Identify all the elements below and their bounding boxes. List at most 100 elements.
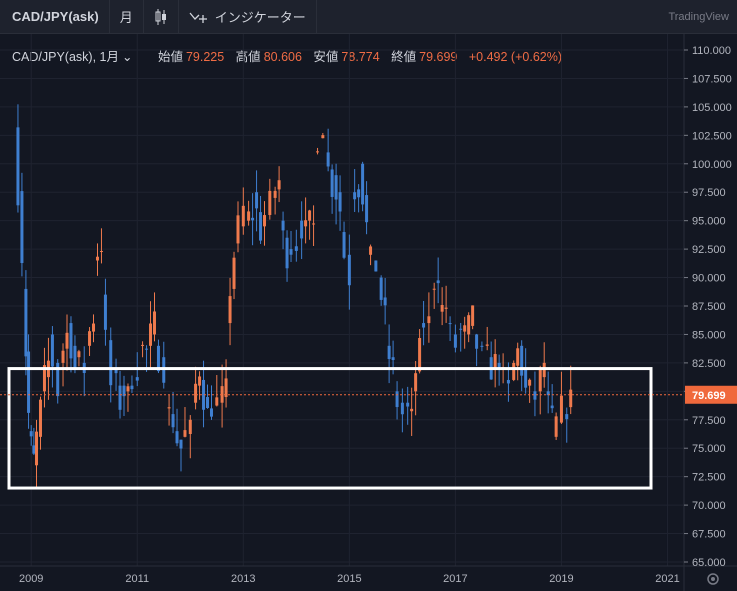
x-tick-label: 2017 — [443, 573, 467, 585]
settings-gear-icon[interactable] — [707, 573, 719, 585]
candle-body — [546, 391, 550, 396]
candle-body — [65, 332, 69, 349]
candle-body — [467, 315, 471, 335]
low-value: 78.774 — [341, 50, 380, 64]
candle-body — [27, 351, 31, 413]
candle-body — [46, 360, 50, 378]
candle-body — [135, 377, 139, 381]
interval-selector[interactable]: 月 — [110, 0, 144, 33]
candle-body — [277, 180, 281, 190]
symbol-selector[interactable]: CAD/JPY(ask) — [0, 0, 110, 33]
candle-body — [471, 305, 475, 326]
y-tick-label: 87.500 — [692, 301, 726, 313]
candle-body — [145, 348, 149, 350]
y-tick-label: 82.500 — [692, 358, 726, 370]
y-tick-label: 70.000 — [692, 500, 726, 512]
candle-body — [400, 402, 404, 415]
candle-body — [334, 175, 338, 200]
candle-body — [365, 195, 369, 223]
candle-body — [69, 323, 73, 359]
candle-body — [273, 190, 277, 198]
chart-grid — [0, 34, 684, 566]
candle-body — [281, 220, 285, 231]
candle-body — [453, 334, 457, 348]
candle-body — [436, 280, 440, 284]
candle-body — [35, 431, 39, 466]
y-tick-label: 92.500 — [692, 244, 726, 256]
candle-body — [448, 323, 452, 325]
candle-body — [387, 345, 391, 359]
legend-symbol[interactable]: CAD/JPY(ask), 1月 — [12, 50, 119, 64]
candle-body — [228, 296, 232, 324]
x-tick-label: 2015 — [337, 573, 361, 585]
candle-body — [92, 323, 96, 332]
close-value: 79.699 — [419, 50, 458, 64]
candle-body — [20, 191, 24, 264]
candle-body — [369, 246, 373, 255]
candle-body — [493, 354, 497, 369]
candle-body — [206, 397, 210, 408]
y-tick-label: 100.000 — [692, 159, 732, 171]
candle-body — [308, 210, 312, 221]
candle-body — [485, 344, 489, 346]
candle-body — [122, 385, 126, 397]
x-tick-label: 2009 — [19, 573, 43, 585]
candle-body — [506, 379, 510, 384]
highlight-box — [7, 367, 653, 490]
y-tick-label: 72.500 — [692, 472, 726, 484]
candle-body — [162, 357, 166, 383]
candle-body — [268, 190, 272, 215]
candle-body — [444, 307, 448, 309]
candle-body — [38, 399, 42, 437]
tradingview-brand: TradingView — [668, 10, 729, 23]
candle-body — [330, 169, 334, 197]
candle-body — [118, 385, 122, 410]
candle-body — [304, 220, 308, 227]
candle-body — [501, 367, 505, 369]
legend-chevron-icon[interactable]: ⌄ — [121, 50, 133, 64]
y-tick-label: 77.500 — [692, 415, 726, 427]
candle-body — [285, 237, 289, 269]
y-tick-label: 97.500 — [692, 187, 726, 199]
candle-body — [395, 391, 399, 408]
candle-body — [512, 362, 516, 380]
candle-body — [56, 362, 60, 397]
candle-body — [538, 368, 542, 392]
candle-body — [383, 297, 387, 306]
candle-body — [533, 391, 537, 400]
candle-body — [29, 431, 33, 437]
ohlc-legend: CAD/JPY(ask), 1月 ⌄ 始値 79.225 高値 80.606 安値 78… — [12, 46, 570, 65]
candle-body — [357, 189, 361, 198]
candle-body — [241, 205, 245, 227]
candle-body — [224, 378, 228, 398]
indicators-label: インジケーター — [214, 10, 306, 25]
x-tick-label: 2011 — [125, 573, 149, 585]
candle-body — [42, 365, 46, 392]
candle-body — [410, 408, 414, 412]
candle-body — [259, 212, 263, 241]
candle-body — [50, 334, 54, 367]
candle-body — [569, 389, 573, 408]
candle-body — [126, 386, 130, 392]
candle-body — [77, 351, 81, 358]
candle-body — [391, 357, 395, 361]
candle-body — [427, 316, 431, 324]
candle-body — [88, 331, 92, 346]
candle-body — [342, 232, 346, 258]
candle-body — [414, 373, 418, 392]
candle-body — [289, 249, 293, 255]
candle-body — [321, 135, 325, 139]
candle-body — [497, 362, 501, 368]
candle-body — [99, 251, 103, 253]
y-tick-label: 95.000 — [692, 216, 726, 228]
candle-body — [194, 383, 198, 403]
candle-body — [171, 414, 175, 428]
candle-body — [550, 405, 554, 409]
candle-body — [232, 257, 236, 289]
indicators-button[interactable]: インジケーター — [179, 0, 317, 33]
candle-body — [156, 345, 160, 372]
candle-body — [236, 215, 240, 244]
y-tick-label: 105.000 — [692, 102, 732, 114]
chart-type-button[interactable] — [144, 0, 179, 33]
